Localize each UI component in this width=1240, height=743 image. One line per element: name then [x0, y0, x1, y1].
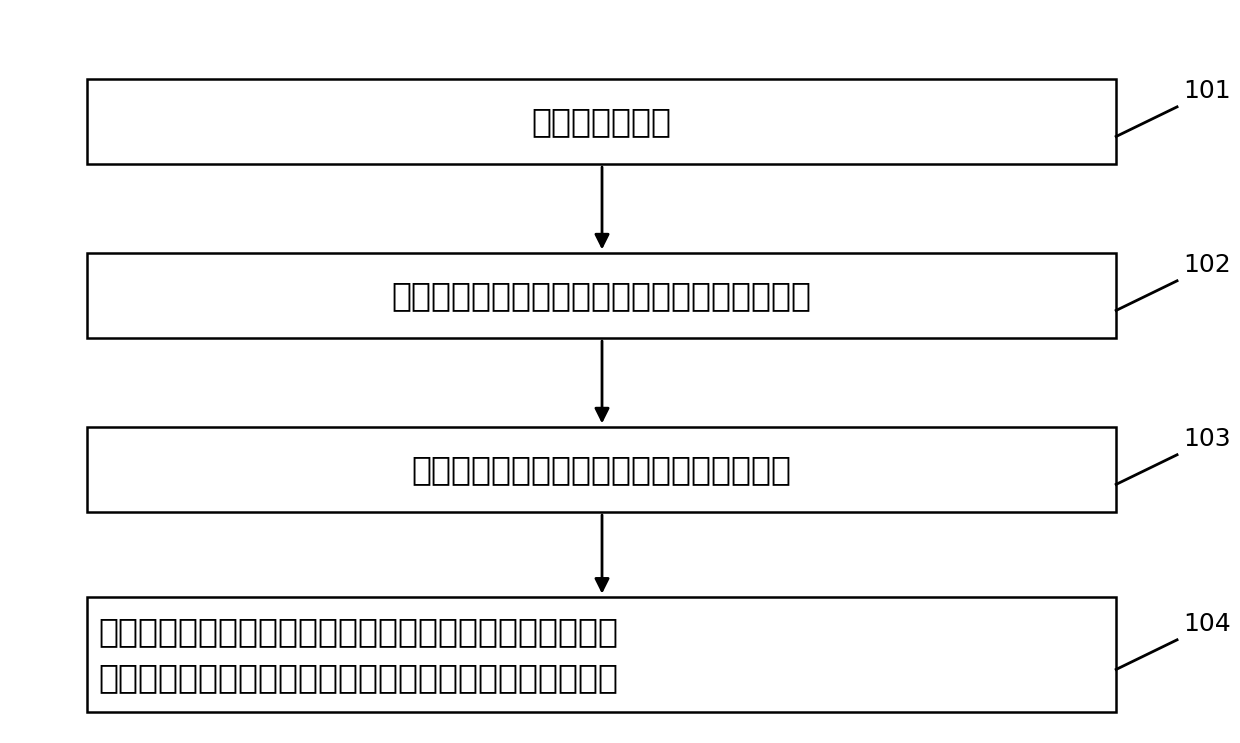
Text: 展示微通信信息: 展示微通信信息: [532, 106, 671, 138]
Text: 将获取的音频数据通过播放器进行播放，在微通信页面的指
定位置悬浮显示音乐播放条，在音乐播放条中显示描述信息: 将获取的音频数据通过播放器进行播放，在微通信页面的指 定位置悬浮显示音乐播放条，…: [99, 615, 619, 694]
Bar: [87, 597, 1116, 712]
Bar: [87, 253, 1116, 338]
Text: 接收关于点击微通信信息中音频链接的播放请求: 接收关于点击微通信信息中音频链接的播放请求: [392, 279, 811, 312]
Bar: [87, 427, 1116, 512]
Text: 101: 101: [1183, 80, 1231, 103]
Bar: [87, 79, 1116, 164]
Text: 103: 103: [1183, 427, 1231, 451]
Text: 102: 102: [1183, 253, 1231, 277]
Text: 由链接地址获取相应的音频数据和描述信息: 由链接地址获取相应的音频数据和描述信息: [412, 453, 791, 486]
Text: 104: 104: [1183, 612, 1231, 636]
